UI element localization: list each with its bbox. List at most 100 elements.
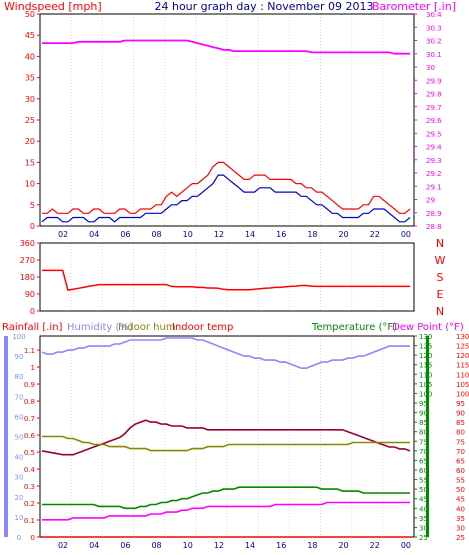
humidity-tick-label: 40	[15, 454, 24, 462]
series-line	[41, 174, 411, 223]
rainfall-tick-label: 0.5	[24, 449, 35, 457]
time-tick-label: 06	[120, 541, 130, 550]
humidity-tick-label: 0	[17, 534, 21, 542]
time-tick-label: 00	[401, 541, 411, 550]
windspeed-tick-label: 10	[25, 180, 35, 189]
time-tick-label: 04	[89, 541, 99, 550]
temperature-tick-label: 90	[419, 410, 428, 418]
time-tick-label: 02	[58, 541, 68, 550]
rainfall-tick-label: 1	[31, 364, 35, 372]
humidity-tick-label: 20	[15, 494, 24, 502]
legend-item: Indoor hum	[118, 322, 176, 333]
humidity-tick-label: 30	[15, 474, 24, 482]
temperature-tick-label: 120	[419, 352, 432, 360]
time-tick-label: 16	[276, 230, 286, 239]
time-tick-label: 14	[245, 230, 255, 239]
time-tick-label: 04	[89, 230, 99, 239]
windspeed-tick-label: 45	[25, 31, 35, 40]
temperature-tick-label: 25	[419, 534, 428, 542]
time-tick-label: 20	[338, 541, 348, 550]
barometer-tick-label: 29.7	[426, 104, 442, 112]
dewpoint-tick-label: 60	[456, 467, 465, 475]
series-line	[42, 269, 410, 292]
windspeed-tick-label: 5	[30, 201, 35, 210]
dewpoint-tick-label: 90	[456, 410, 465, 418]
barometer-tick-label: 29.5	[426, 130, 442, 138]
barometer-tick-label: 29.2	[426, 170, 442, 178]
temperature-tick-label: 55	[419, 477, 428, 485]
rainfall-tick-label: 0.3	[24, 483, 35, 491]
dewpoint-tick-label: 70	[456, 448, 465, 456]
time-tick-label: 16	[276, 541, 286, 550]
temperature-tick-label: 50	[419, 486, 428, 494]
windspeed-tick-label: 25	[25, 116, 35, 125]
humidity-tick-label: 50	[15, 434, 24, 442]
temperature-tick-label: 115	[419, 362, 432, 370]
dewpoint-tick-label: 50	[456, 486, 465, 494]
legend-item: Dew Point (°F)	[392, 322, 464, 333]
dewpoint-tick-label: 55	[456, 477, 465, 485]
dewpoint-tick-label: 120	[456, 352, 469, 360]
humidity-tick-label: 10	[15, 514, 24, 522]
dewpoint-tick-label: 115	[456, 362, 469, 370]
temperature-tick-label: 35	[419, 515, 428, 523]
compass-label: E	[437, 288, 444, 301]
direction-tick-label: 180	[20, 273, 35, 282]
windspeed-tick-label: 30	[25, 95, 35, 104]
series-line	[42, 161, 411, 214]
time-tick-label: 10	[183, 230, 193, 239]
temperature-axis-bar	[426, 336, 429, 537]
windspeed-tick-label: 50	[25, 10, 35, 19]
rainfall-tick-label: 0.1	[24, 517, 35, 525]
barometer-tick-label: 28.8	[426, 223, 442, 231]
compass-label: S	[437, 271, 444, 284]
barometer-tick-label: 30	[426, 64, 435, 72]
time-tick-label: 14	[245, 541, 255, 550]
windspeed-axis-label: Windspeed [mph]	[4, 0, 102, 13]
time-tick-label: 06	[120, 230, 130, 239]
dewpoint-tick-label: 25	[456, 534, 465, 542]
plot-area: 0510152025303540455028.828.92929.129.229…	[4, 10, 469, 550]
rainfall-tick-label: 0	[31, 534, 35, 542]
series-line	[41, 337, 410, 369]
windspeed-tick-label: 0	[30, 222, 35, 231]
time-tick-label: 18	[307, 230, 317, 239]
time-tick-label: 10	[183, 541, 193, 550]
series-line	[42, 39, 410, 55]
humidity-tick-label: 100	[12, 333, 25, 341]
windspeed-tick-label: 20	[25, 137, 35, 146]
dewpoint-tick-label: 85	[456, 419, 465, 427]
dewpoint-tick-label: 40	[456, 505, 465, 513]
compass-label: N	[436, 305, 444, 318]
barometer-tick-label: 29.3	[426, 157, 442, 165]
rainfall-tick-label: 0.4	[24, 466, 36, 474]
windspeed-tick-label: 35	[25, 74, 35, 83]
temperature-tick-label: 110	[419, 371, 432, 379]
legend: Rainfall [.in] Humidity (%)Indoor humIndo…	[2, 322, 464, 333]
time-tick-label: 22	[370, 541, 380, 550]
temperature-tick-label: 45	[419, 496, 428, 504]
dewpoint-tick-label: 95	[456, 400, 465, 408]
barometer-tick-label: 29.6	[426, 117, 442, 125]
time-tick-label: 08	[151, 230, 161, 239]
humidity-tick-label: 60	[15, 413, 24, 421]
temperature-tick-label: 70	[419, 448, 428, 456]
windspeed-tick-label: 40	[25, 52, 35, 61]
barometer-tick-label: 29.4	[426, 144, 442, 152]
time-tick-label: 08	[151, 541, 161, 550]
humidity-tick-label: 80	[15, 373, 24, 381]
temperature-tick-label: 80	[419, 429, 428, 437]
barometer-tick-label: 28.9	[426, 210, 442, 218]
barometer-tick-label: 29.9	[426, 77, 442, 85]
dewpoint-tick-label: 110	[456, 371, 469, 379]
compass-label: W	[435, 254, 446, 267]
barometer-tick-label: 29	[426, 197, 435, 205]
temperature-tick-label: 130	[419, 333, 432, 341]
dewpoint-tick-label: 130	[456, 333, 469, 341]
barometer-tick-label: 30.1	[426, 51, 442, 59]
rainfall-tick-label: 0.8	[24, 398, 35, 406]
legend-item: Temperature (°F)	[311, 322, 397, 333]
rainfall-tick-label: 0.6	[24, 432, 36, 440]
